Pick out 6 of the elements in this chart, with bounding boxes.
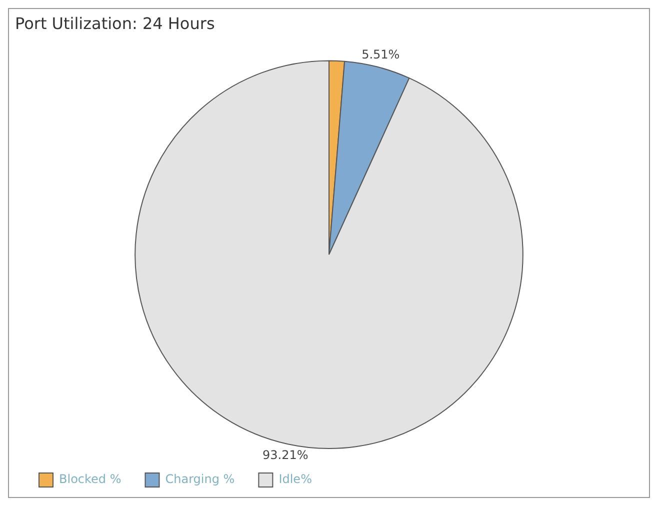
chart-title: Port Utilization: 24 Hours (15, 14, 215, 33)
legend-label: Blocked % (59, 472, 122, 486)
data-label: 5.51% (362, 47, 400, 62)
legend-label: Charging % (165, 472, 235, 486)
data-label: 93.21% (262, 448, 308, 462)
legend-label: Idle% (278, 472, 312, 486)
